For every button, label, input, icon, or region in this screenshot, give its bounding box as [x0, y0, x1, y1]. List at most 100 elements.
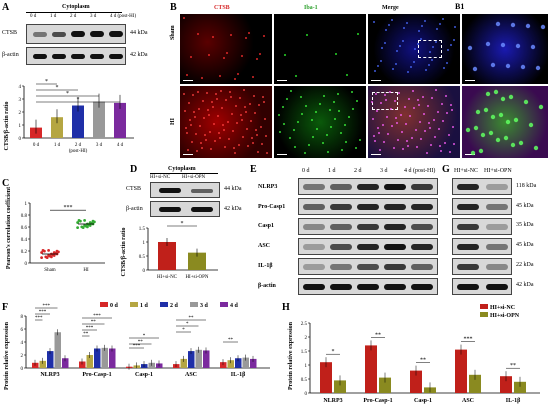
f-bar [101, 347, 108, 368]
cell-dot [410, 66, 412, 68]
g-band [486, 284, 508, 290]
cell-dot [190, 124, 192, 126]
cell-dot [414, 48, 416, 50]
h-bar [455, 349, 467, 393]
c-ytick-label: 0.4 [21, 238, 28, 243]
cell-dot [385, 29, 387, 31]
c-point [88, 224, 92, 227]
f-legend-swatch [220, 302, 228, 307]
b-col-merge: Merge [382, 5, 399, 11]
f-legend-label: 1 d [140, 303, 149, 309]
d-row-actin: β-actin [126, 206, 143, 212]
cell-dot [421, 25, 423, 27]
cell-dot [330, 126, 332, 128]
f-bar [203, 350, 210, 368]
cell-dot [196, 150, 198, 152]
g-blot-row [452, 278, 512, 295]
e-band [330, 284, 352, 290]
cell-dot [216, 98, 218, 100]
d-blot-actin [150, 201, 220, 217]
cell-dot [388, 24, 390, 26]
cell-dot [228, 138, 230, 140]
cell-dot [255, 129, 257, 131]
f-sig-label: *** [39, 310, 47, 315]
cell-dot [424, 20, 426, 22]
cell-dot [389, 91, 391, 93]
a-xtick-label: 4 d [117, 143, 124, 148]
cell-dot [424, 130, 426, 132]
h-bar [410, 370, 422, 393]
cell-dot [341, 149, 343, 151]
h-legend-swatch [480, 304, 488, 309]
h-bar-chart: Protein relative expression 0 0.5 1 1.5 2 2.5… [288, 304, 540, 404]
cell-dot [279, 131, 281, 133]
cell-dot [326, 134, 328, 136]
cell-dot [197, 91, 199, 93]
cell-dot [227, 121, 229, 123]
cell-dot [401, 131, 403, 133]
cell-dot [398, 92, 400, 94]
b-col-ctsb: CTSB [214, 5, 230, 11]
cell-dot [431, 97, 433, 99]
cell-dot [345, 141, 347, 143]
cell-dot [395, 117, 397, 119]
cell-dot [423, 113, 425, 115]
cell-dot [454, 26, 456, 28]
cell-dot [209, 131, 211, 133]
cell-dot [356, 100, 358, 102]
cell-dot [402, 148, 404, 150]
b-col-iba1: Iba-1 [304, 5, 318, 11]
f-bar [195, 349, 202, 368]
cell-dot [348, 116, 350, 118]
cell-dot [306, 34, 308, 36]
cell-dot [186, 74, 188, 76]
d-bar-chart: CTSB/β-actin ratio 0 0.5 1 1.5 HI+si-NC HI+si… [121, 221, 218, 280]
d-xtick-label: HI+si-OPN [185, 275, 208, 280]
cell-dot [352, 108, 354, 110]
h-xtick-label: Pro-Casp-1 [363, 398, 392, 404]
cell-dot [383, 141, 385, 143]
e-band [411, 244, 433, 250]
e-band [411, 184, 433, 190]
d-blot-ctsb [150, 182, 220, 198]
a-sig-label: * [66, 91, 69, 97]
f-bar [242, 357, 249, 368]
cell-dot [337, 93, 339, 95]
cell-dot [262, 96, 264, 98]
cell-dot [442, 120, 444, 122]
cell-dot [374, 140, 376, 142]
cell-dot [441, 103, 443, 105]
cell-dot [183, 17, 185, 19]
e-blot-row [298, 218, 438, 235]
cell-dot [239, 97, 241, 99]
cell-dot [265, 135, 267, 137]
cell-dot [218, 132, 220, 134]
f-bar [94, 348, 101, 368]
h-xtick-label: IL-1β [506, 398, 521, 404]
e-blot-row [298, 198, 438, 215]
d-bar [188, 252, 206, 270]
e-band [330, 264, 352, 270]
cell-dot [508, 94, 514, 100]
cell-dot [235, 105, 237, 107]
g-blot-row [452, 218, 512, 235]
cell-dot [201, 147, 203, 149]
f-legend-swatch [160, 302, 168, 307]
e-band [330, 224, 352, 230]
g-band [457, 264, 479, 270]
f-legend-swatch [100, 302, 108, 307]
h-sig-label: ** [420, 358, 426, 364]
c-point [79, 219, 82, 223]
cell-dot [434, 136, 436, 138]
cell-dot [241, 119, 243, 121]
f-bar [188, 351, 195, 368]
cell-dot [404, 106, 406, 108]
cell-dot [520, 64, 526, 70]
f-legend-label: 3 d [200, 303, 209, 309]
cell-dot [439, 145, 441, 147]
cell-dot [243, 89, 245, 91]
cell-dot [535, 65, 541, 71]
a-sig-label: * [56, 85, 59, 91]
cell-dot [250, 120, 252, 122]
cell-dot [238, 144, 240, 146]
